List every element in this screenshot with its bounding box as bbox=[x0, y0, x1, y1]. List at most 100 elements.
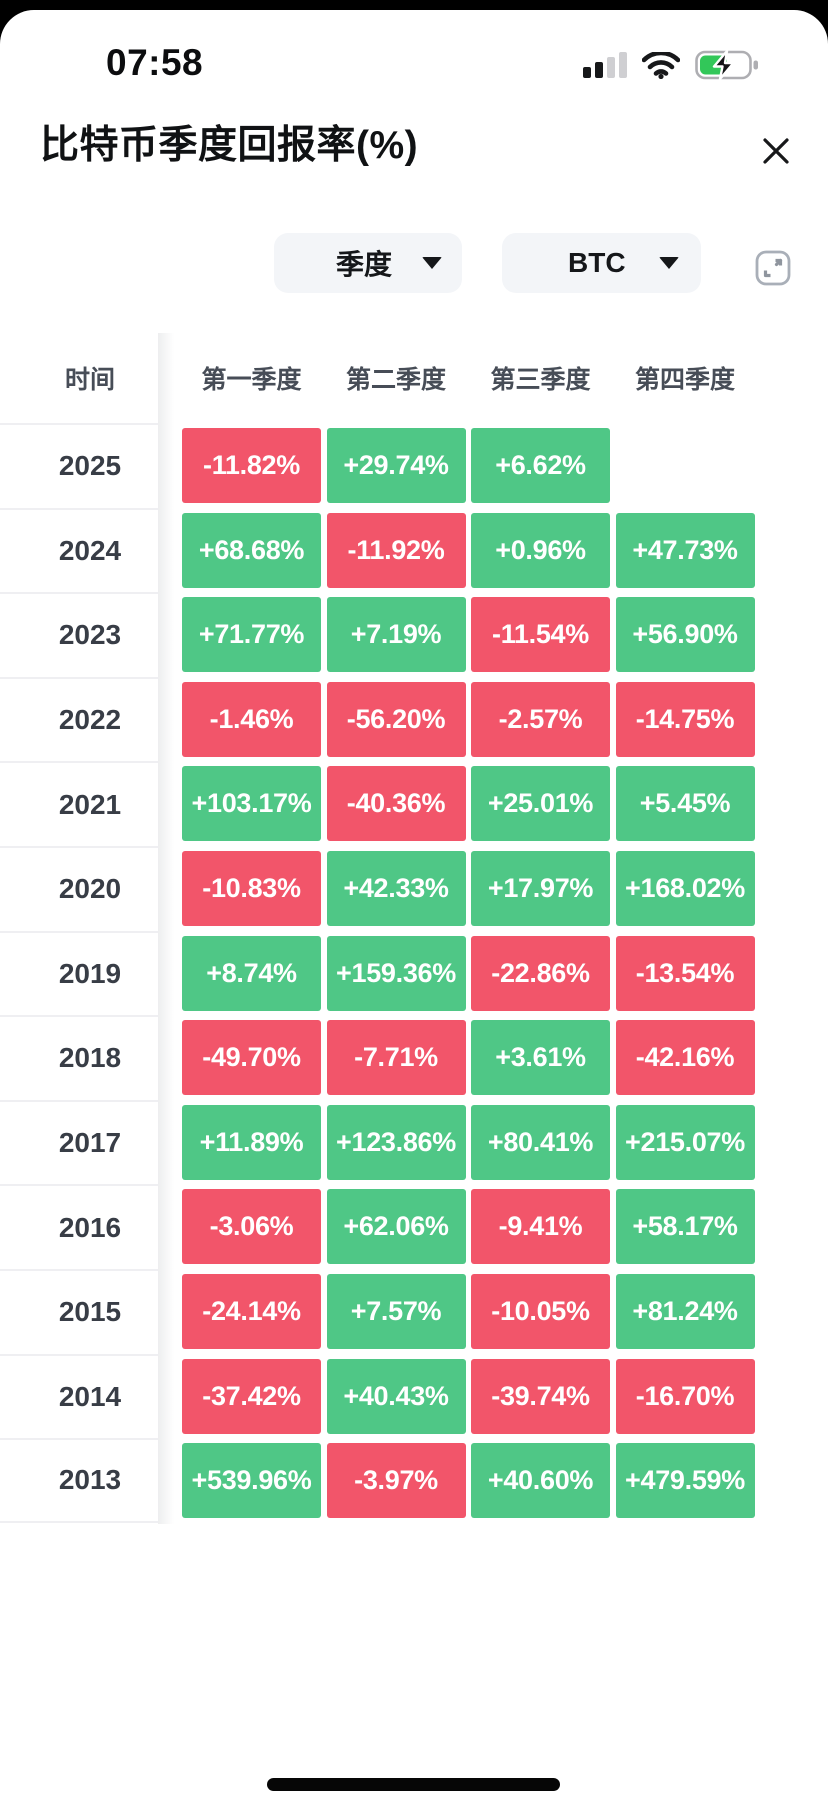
return-cell: -13.54% bbox=[615, 935, 755, 1011]
column-header-q1: 第一季度 bbox=[201, 366, 302, 394]
table-row: 2018 -49.70% -7.71% +3.61% -42.16% bbox=[0, 1015, 828, 1100]
year-label: 2015 bbox=[0, 1268, 158, 1354]
year-label: 2022 bbox=[0, 676, 158, 762]
table-row: 2019 +8.74% +159.36% -22.86% -13.54% bbox=[0, 930, 828, 1016]
return-cell: -3.06% bbox=[182, 1189, 321, 1265]
return-cell: -10.83% bbox=[182, 850, 321, 926]
return-cell: -11.54% bbox=[471, 597, 610, 673]
wifi-icon bbox=[641, 50, 681, 84]
table-row: 2017 +11.89% +123.86% +80.41% +215.07% bbox=[0, 1099, 828, 1185]
return-cell: -7.71% bbox=[326, 1020, 466, 1096]
table-row: 2015 -24.14% +7.57% -10.05% +81.24% bbox=[0, 1268, 828, 1354]
return-cell: +17.97% bbox=[471, 850, 610, 926]
chevron-down-icon bbox=[422, 257, 442, 269]
return-cell: -22.86% bbox=[471, 935, 610, 1011]
year-label: 2018 bbox=[0, 1015, 158, 1100]
return-cell: -9.41% bbox=[471, 1189, 610, 1265]
table-row: 2022 -1.46% -56.20% -2.57% -14.75% bbox=[0, 676, 828, 762]
home-indicator[interactable] bbox=[267, 1778, 560, 1791]
return-cell: -11.92% bbox=[326, 512, 466, 588]
returns-table[interactable]: 时间 第一季度 第二季度 第三季度 第四季度 2025 -11.82% +29.7… bbox=[0, 333, 828, 1533]
return-cell: +25.01% bbox=[471, 766, 610, 842]
return-cell: -39.74% bbox=[471, 1358, 610, 1434]
return-cell: +40.60% bbox=[471, 1443, 610, 1519]
return-cell: +479.59% bbox=[615, 1443, 755, 1519]
table-row: 2021 +103.17% -40.36% +25.01% +5.45% bbox=[0, 761, 828, 846]
return-cell: +42.33% bbox=[326, 850, 466, 926]
return-cell: +47.73% bbox=[615, 512, 755, 588]
return-cell: +68.68% bbox=[182, 512, 321, 588]
table-row: 2023 +71.77% +7.19% -11.54% +56.90% bbox=[0, 592, 828, 677]
return-cell: +71.77% bbox=[182, 597, 321, 673]
return-cell: +8.74% bbox=[182, 935, 321, 1011]
close-button[interactable] bbox=[755, 132, 797, 174]
cellular-signal-icon bbox=[583, 52, 627, 83]
column-header-q4: 第四季度 bbox=[634, 366, 735, 394]
return-cell: +40.43% bbox=[326, 1358, 466, 1434]
year-label: 2023 bbox=[0, 592, 158, 677]
return-cell: -2.57% bbox=[471, 681, 610, 757]
year-label: 2024 bbox=[0, 507, 158, 593]
year-label: 2017 bbox=[0, 1099, 158, 1185]
return-cell: +103.17% bbox=[182, 766, 321, 842]
year-label: 2025 bbox=[0, 423, 158, 508]
table-header-row: 时间 第一季度 第二季度 第三季度 第四季度 bbox=[0, 333, 828, 423]
return-cell: +539.96% bbox=[182, 1443, 321, 1519]
return-cell: +29.74% bbox=[326, 428, 466, 503]
asset-dropdown[interactable]: BTC bbox=[502, 233, 701, 293]
table-row: 2016 -3.06% +62.06% -9.41% +58.17% bbox=[0, 1184, 828, 1269]
table-row: 2024 +68.68% -11.92% +0.96% +47.73% bbox=[0, 507, 828, 593]
return-cell: -40.36% bbox=[326, 766, 466, 842]
status-time: 07:58 bbox=[106, 42, 204, 83]
return-cell: +168.02% bbox=[615, 850, 755, 926]
return-cell: -11.82% bbox=[182, 428, 321, 503]
expand-button[interactable] bbox=[755, 250, 791, 286]
returns-table-body: 2025 -11.82% +29.74% +6.62% 2024 +68.68% -1… bbox=[0, 423, 828, 1523]
status-icons bbox=[583, 49, 759, 85]
return-cell: -3.97% bbox=[326, 1443, 466, 1519]
return-cell: +7.57% bbox=[326, 1273, 466, 1349]
return-cell: +62.06% bbox=[326, 1189, 466, 1265]
return-cell: +58.17% bbox=[615, 1189, 755, 1265]
year-label: 2016 bbox=[0, 1184, 158, 1269]
period-dropdown-label: 季度 bbox=[336, 249, 393, 280]
return-cell: -42.16% bbox=[615, 1020, 755, 1096]
return-cell: +0.96% bbox=[471, 512, 610, 588]
year-label: 2021 bbox=[0, 761, 158, 846]
return-cell: +123.86% bbox=[326, 1104, 466, 1180]
column-header-q3: 第三季度 bbox=[490, 366, 591, 394]
year-label: 2013 bbox=[0, 1438, 158, 1523]
year-label: 2019 bbox=[0, 930, 158, 1016]
column-header-time: 时间 bbox=[64, 366, 115, 394]
chevron-down-icon bbox=[659, 257, 679, 269]
return-cell: -1.46% bbox=[182, 681, 321, 757]
battery-charging-icon bbox=[695, 49, 759, 85]
year-label: 2020 bbox=[0, 845, 158, 931]
return-cell: +215.07% bbox=[615, 1104, 755, 1180]
modal-sheet: 07:58 bbox=[0, 10, 828, 1795]
sticky-column-shadow bbox=[158, 333, 174, 1524]
return-cell: -10.05% bbox=[471, 1273, 610, 1349]
period-dropdown[interactable]: 季度 bbox=[274, 233, 462, 293]
table-row: 2014 -37.42% +40.43% -39.74% -16.70% bbox=[0, 1353, 828, 1439]
page-title: 比特币季度回报率(%) bbox=[40, 124, 419, 167]
column-header-q2: 第二季度 bbox=[345, 366, 446, 394]
return-cell: +5.45% bbox=[615, 766, 755, 842]
return-cell: +11.89% bbox=[182, 1104, 321, 1180]
expand-icon bbox=[755, 250, 791, 290]
return-cell: -14.75% bbox=[615, 681, 755, 757]
return-cell: -37.42% bbox=[182, 1358, 321, 1434]
return-cell: +56.90% bbox=[615, 597, 755, 673]
asset-dropdown-label: BTC bbox=[568, 247, 626, 278]
return-cell: +80.41% bbox=[471, 1104, 610, 1180]
table-row: 2013 +539.96% -3.97% +40.60% +479.59% bbox=[0, 1438, 828, 1523]
return-cell: +7.19% bbox=[326, 597, 466, 673]
return-cell: -16.70% bbox=[615, 1358, 755, 1434]
return-cell: +6.62% bbox=[471, 428, 610, 503]
table-row: 2025 -11.82% +29.74% +6.62% bbox=[0, 423, 828, 508]
return-cell: -24.14% bbox=[182, 1273, 321, 1349]
return-cell: +81.24% bbox=[615, 1273, 755, 1349]
return-cell: +159.36% bbox=[326, 935, 466, 1011]
return-cell: -56.20% bbox=[326, 681, 466, 757]
